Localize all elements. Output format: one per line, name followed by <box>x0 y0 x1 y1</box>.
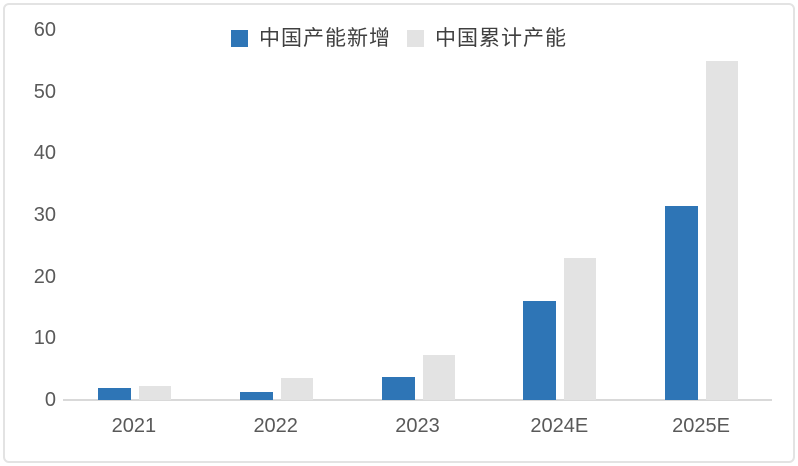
bar-series0-2021 <box>97 387 131 400</box>
y-tick-label: 30 <box>33 204 56 226</box>
x-axis-line <box>63 399 772 401</box>
y-tick-label: 0 <box>44 389 56 411</box>
y-tick-label: 10 <box>33 327 56 350</box>
bar-series1-2021 <box>138 385 171 400</box>
bar-series0-2023 <box>381 377 415 400</box>
y-tick-label: 50 <box>33 80 56 103</box>
bar-series0-2025e <box>665 205 699 400</box>
bar-series1-2022 <box>280 378 313 400</box>
bar-series1-2025e <box>706 60 739 400</box>
legend-item: 中国累计产能 <box>407 28 567 49</box>
bar-series1-2023 <box>422 354 455 400</box>
legend-swatch-icon <box>407 30 424 47</box>
legend-swatch-icon <box>231 30 248 47</box>
y-tick-label: 40 <box>33 142 56 165</box>
x-tick-label: 2022 <box>253 415 298 437</box>
y-tick-label: 20 <box>33 265 56 288</box>
y-tick-label: 60 <box>33 19 56 41</box>
bar-series0-2024e <box>523 301 557 400</box>
bar-series1-2024e <box>564 258 597 400</box>
chart-legend: 中国产能新增 中国累计产能 <box>0 28 798 49</box>
legend-label: 中国产能新增 <box>259 27 391 50</box>
legend-item: 中国产能新增 <box>231 28 391 49</box>
bar-series0-2022 <box>239 391 273 400</box>
x-tick-label: 2025E <box>672 415 731 437</box>
legend-label: 中国累计产能 <box>435 27 567 50</box>
x-tick-label: 2023 <box>395 415 440 437</box>
x-tick-label: 2024E <box>530 415 589 437</box>
x-tick-label: 2021 <box>111 415 157 437</box>
